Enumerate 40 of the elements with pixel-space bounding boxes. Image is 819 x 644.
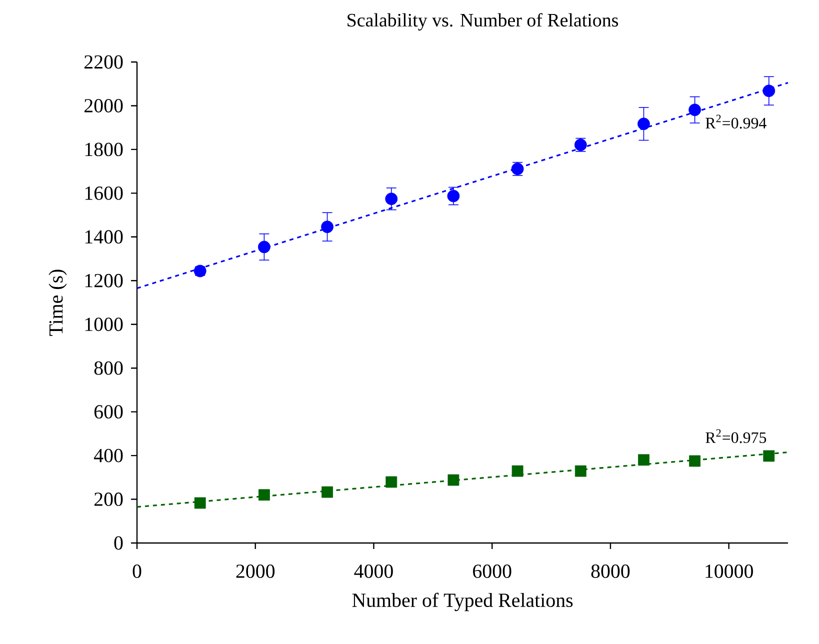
y-tick-label: 1200 [85, 274, 123, 288]
point [763, 450, 775, 462]
point [194, 497, 206, 509]
y-tick-label: 1800 [85, 142, 123, 156]
point [574, 465, 586, 477]
x-tick-label: 10000 [706, 564, 753, 578]
y-tick-label: 0 [114, 536, 123, 550]
point [688, 104, 701, 116]
y-tick-label: 400 [94, 448, 123, 462]
y-tick-label: 600 [94, 405, 123, 419]
chart-title: Scalability vs. Number of Relations [348, 13, 618, 30]
x-tick-label: 0 [132, 564, 142, 578]
y-tick-label: 800 [94, 361, 123, 375]
y-tick-label: 200 [94, 492, 123, 506]
point [385, 192, 398, 206]
x-tick-label: 8000 [591, 564, 630, 578]
annotation: R$^{2}$=0.994 [706, 114, 766, 129]
y-tick-label: 1400 [85, 230, 123, 244]
point [512, 465, 524, 477]
y-tick-label: 2200 [84, 55, 123, 69]
x-tick-label: 6000 [473, 564, 512, 578]
y-axis-title: Time (s) [48, 270, 67, 336]
point [448, 474, 460, 486]
point [447, 190, 460, 202]
y-tick-label: 1000 [85, 318, 123, 332]
point [258, 240, 270, 254]
y-tick-label: 1600 [85, 186, 123, 200]
point [762, 84, 776, 98]
y-tick-label: 2000 [84, 99, 123, 112]
x-axis-title: Number of Typed Relations [352, 592, 573, 612]
point [689, 455, 700, 467]
x-tick-label: 2000 [236, 564, 275, 578]
point [322, 486, 333, 498]
x-tick-label: 4000 [354, 564, 393, 578]
point [258, 489, 270, 501]
point [386, 476, 398, 488]
annotation: R$^{2}$=0.975 [706, 429, 766, 444]
point [638, 454, 650, 466]
point [321, 220, 334, 234]
point [638, 118, 650, 130]
